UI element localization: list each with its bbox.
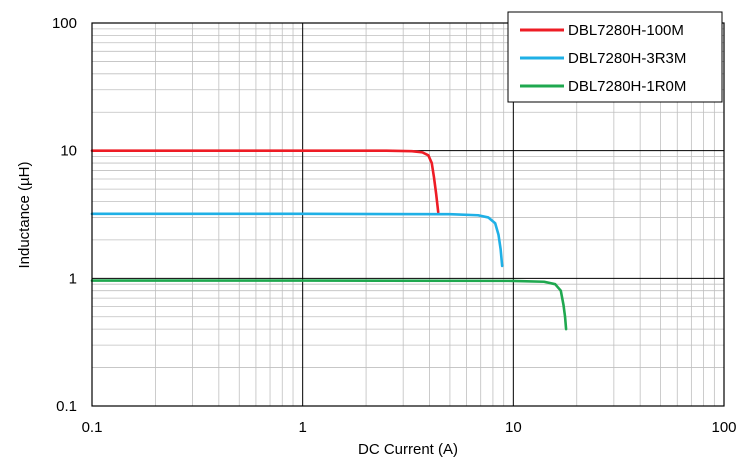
legend-label: DBL7280H-100M bbox=[568, 22, 684, 39]
series-line-dbl7280h-1r0m bbox=[90, 279, 568, 331]
legend: DBL7280H-100M DBL7280H-3R3M DBL7280H-1R0M bbox=[507, 11, 723, 103]
plot-frame bbox=[91, 22, 725, 407]
x-tick-label: 0.1 bbox=[82, 419, 103, 436]
x-tick-label: 10 bbox=[505, 419, 522, 436]
x-tick-label: 100 bbox=[711, 419, 736, 436]
series-line-dbl7280h-100m bbox=[90, 149, 440, 214]
x-tick-labels: 0.1 1 10 100 bbox=[82, 419, 737, 436]
series-layer bbox=[90, 149, 568, 331]
x-tick-label: 1 bbox=[298, 419, 306, 436]
x-axis-label: DC Current (A) bbox=[358, 441, 458, 458]
series-line-dbl7280h-3r3m bbox=[90, 212, 504, 268]
y-tick-labels: 0.1 1 10 100 bbox=[52, 15, 77, 415]
y-axis-label: Inductance (µH) bbox=[16, 161, 33, 268]
y-tick-label: 10 bbox=[60, 143, 77, 160]
legend-label: DBL7280H-1R0M bbox=[568, 78, 686, 95]
y-tick-label: 100 bbox=[52, 15, 77, 32]
legend-entries: DBL7280H-100M DBL7280H-3R3M DBL7280H-1R0M bbox=[520, 22, 686, 95]
y-tick-label: 1 bbox=[69, 270, 77, 287]
legend-label: DBL7280H-3R3M bbox=[568, 50, 686, 67]
y-tick-label: 0.1 bbox=[56, 398, 77, 415]
